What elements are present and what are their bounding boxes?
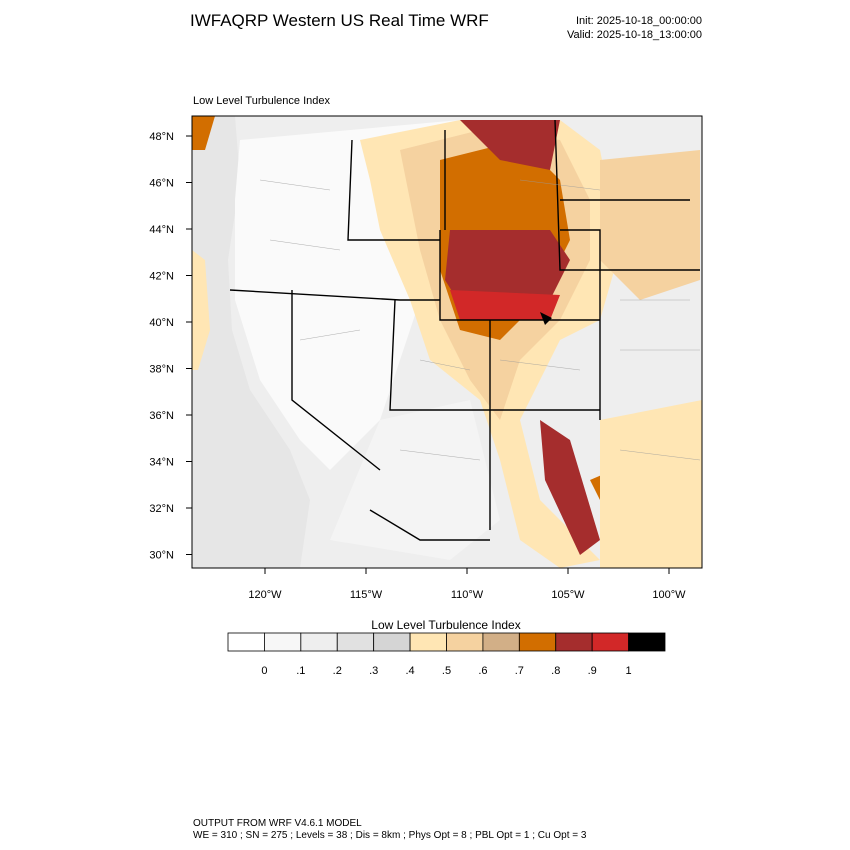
map-frame (191, 115, 703, 569)
colorbar-label: .5 (442, 665, 451, 677)
lat-label: 42°N (149, 271, 174, 283)
colorbar-label: .4 (405, 665, 414, 677)
lon-axis: 120°W 115°W 110°W 105°W 100°W (248, 568, 686, 601)
colorbar-box (300, 632, 338, 652)
colorbar-box (482, 632, 520, 652)
colorbar-label: .9 (588, 665, 597, 677)
colorbar-label: .7 (515, 665, 524, 677)
lon-label: 120°W (248, 589, 282, 601)
colorbar: 0 .1 .2 .3 .4 .5 .6 .7 .8 .9 1 (227, 632, 666, 677)
footer-line: OUTPUT FROM WRF V4.6.1 MODEL (193, 818, 362, 829)
lon-label: 105°W (551, 589, 585, 601)
colorbar-label: .6 (478, 665, 487, 677)
lat-label: 38°N (149, 364, 174, 376)
colorbar-label: .8 (551, 665, 560, 677)
title: IWFAQRP Western US Real Time WRF (190, 11, 489, 30)
valid-time: Valid: 2025-10-18_13:00:00 (567, 29, 702, 41)
lon-label: 110°W (451, 589, 484, 601)
colorbar-label: .2 (333, 665, 342, 677)
colorbar-box (409, 632, 447, 652)
lat-label: 46°N (149, 178, 174, 190)
map (192, 116, 702, 568)
colorbar-box (555, 632, 593, 652)
colorbar-box (373, 632, 411, 652)
colorbar-box (518, 632, 557, 652)
lat-label: 40°N (149, 317, 174, 329)
lon-label: 115°W (350, 589, 383, 601)
colorbar-box (336, 632, 375, 652)
lat-label: 44°N (149, 224, 174, 236)
colorbar-title: Low Level Turbulence Index (371, 618, 520, 632)
lat-label: 30°N (149, 550, 174, 562)
colorbar-box (264, 632, 302, 652)
plot-label: Low Level Turbulence Index (193, 95, 330, 107)
lat-axis: 48°N 46°N 44°N 42°N 40°N 38°N 36°N 34°N 32°N 30°N (149, 131, 192, 562)
colorbar-box (446, 632, 484, 652)
init-time: Init: 2025-10-18_00:00:00 (576, 15, 702, 27)
colorbar-label: 0 (261, 665, 267, 677)
colorbar-box (227, 632, 265, 652)
colorbar-label: 1 (626, 665, 632, 677)
colorbar-box (628, 632, 666, 652)
colorbar-label: .1 (296, 665, 305, 677)
colorbar-label: .3 (369, 665, 378, 677)
colorbar-box (591, 632, 629, 652)
lat-label: 48°N (149, 131, 174, 143)
lat-label: 32°N (149, 503, 174, 515)
lon-label: 100°W (652, 589, 686, 601)
lat-label: 36°N (149, 410, 174, 422)
lat-label: 34°N (149, 457, 174, 469)
footer-line: WE = 310 ; SN = 275 ; Levels = 38 ; Dis … (193, 830, 587, 841)
